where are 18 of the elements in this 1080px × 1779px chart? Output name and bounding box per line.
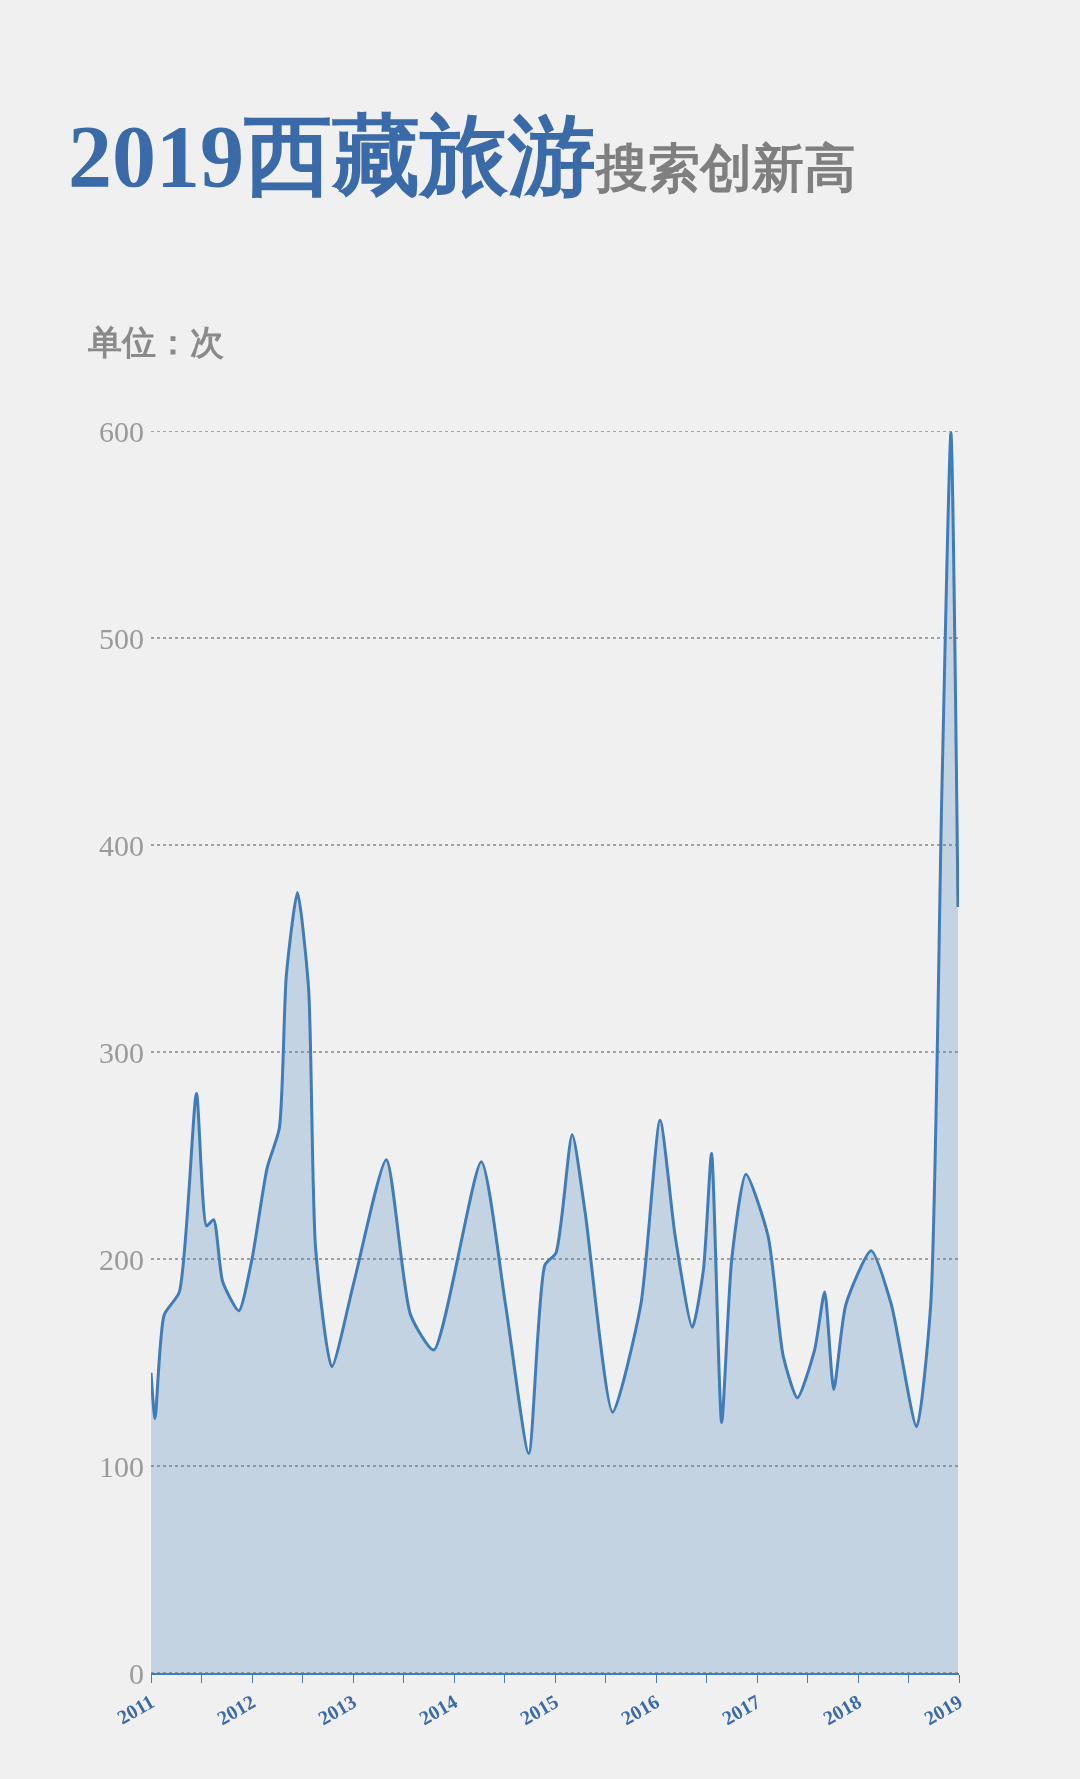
x-tick-label: 2015	[516, 1690, 562, 1730]
x-tick-label: 2019	[920, 1690, 966, 1730]
y-tick-label: 400	[99, 828, 144, 862]
y-tick-label: 0	[129, 1656, 144, 1690]
x-tick-label: 2014	[415, 1690, 461, 1730]
y-tick-label: 200	[99, 1242, 144, 1276]
x-tick-label: 2016	[617, 1690, 663, 1730]
y-tick-label: 600	[99, 414, 144, 448]
y-tick-label: 500	[99, 621, 144, 655]
y-tick-label: 300	[99, 1035, 144, 1069]
x-tick-label: 2018	[819, 1690, 865, 1730]
x-tick-label: 2011	[113, 1690, 158, 1729]
chart-subtitle: 搜索创新高	[594, 139, 856, 197]
y-axis-title: 单位：次	[87, 324, 224, 361]
y-tick-label: 100	[99, 1449, 144, 1483]
x-tick-label: 2013	[314, 1690, 360, 1730]
x-tick-label: 2017	[718, 1690, 764, 1730]
x-tick-label: 2012	[213, 1690, 259, 1730]
